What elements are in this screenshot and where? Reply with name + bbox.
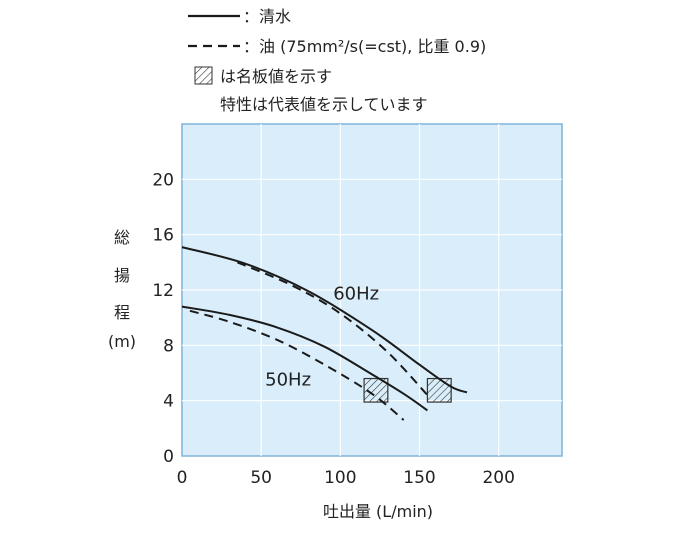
y-tick-label: 16	[152, 226, 174, 246]
y-tick-label: 8	[163, 336, 174, 356]
series-label-50hz: 50Hz	[265, 369, 311, 390]
y-axis-title-char: 揚	[114, 266, 130, 285]
series-line-50hz-solid	[181, 305, 428, 412]
x-tick-label: 100	[324, 468, 356, 488]
y-tick-label: 12	[152, 281, 174, 301]
x-axis-ticks: 0 50 100 150 200	[177, 468, 515, 488]
legend-solid-label: ：清水	[243, 7, 291, 26]
y-tick-label: 0	[163, 447, 174, 467]
legend-note: 特性は代表値を示しています	[220, 95, 428, 114]
x-tick-label: 50	[250, 468, 272, 488]
legend: ：清水 ：油 (75mm²/s(=cst), 比重 0.9) は名板値を示す 特…	[188, 7, 486, 114]
curves	[181, 246, 468, 421]
y-tick-label: 4	[163, 392, 174, 412]
series-label-60hz: 60Hz	[333, 284, 379, 305]
series-line-60hz-dashed	[237, 261, 429, 396]
legend-hatch-swatch	[194, 66, 213, 85]
x-tick-label: 0	[177, 468, 188, 488]
series-line-60hz-solid	[181, 246, 468, 394]
y-axis-title-char: 総	[114, 228, 130, 247]
series-labels: 60Hz 50Hz	[265, 284, 379, 391]
y-axis-title-char: 程	[114, 303, 130, 322]
y-axis-ticks: 0 4 8 12 16 20	[152, 170, 174, 467]
legend-dashed-label: ：油 (75mm²/s(=cst), 比重 0.9)	[243, 37, 486, 56]
series-line-50hz-dashed	[189, 309, 405, 421]
x-tick-label: 150	[403, 468, 435, 488]
y-axis-title: 総 揚 程 (m)	[108, 228, 136, 351]
legend-hatch-label: は名板値を示す	[220, 67, 332, 86]
x-tick-label: 200	[482, 468, 514, 488]
x-axis-title: 吐出量 (L/min)	[323, 502, 433, 521]
rated-box-50hz	[363, 377, 389, 403]
rated-box-60hz	[426, 377, 452, 403]
y-axis-title-char: (m)	[108, 332, 136, 351]
y-tick-label: 20	[152, 170, 174, 190]
